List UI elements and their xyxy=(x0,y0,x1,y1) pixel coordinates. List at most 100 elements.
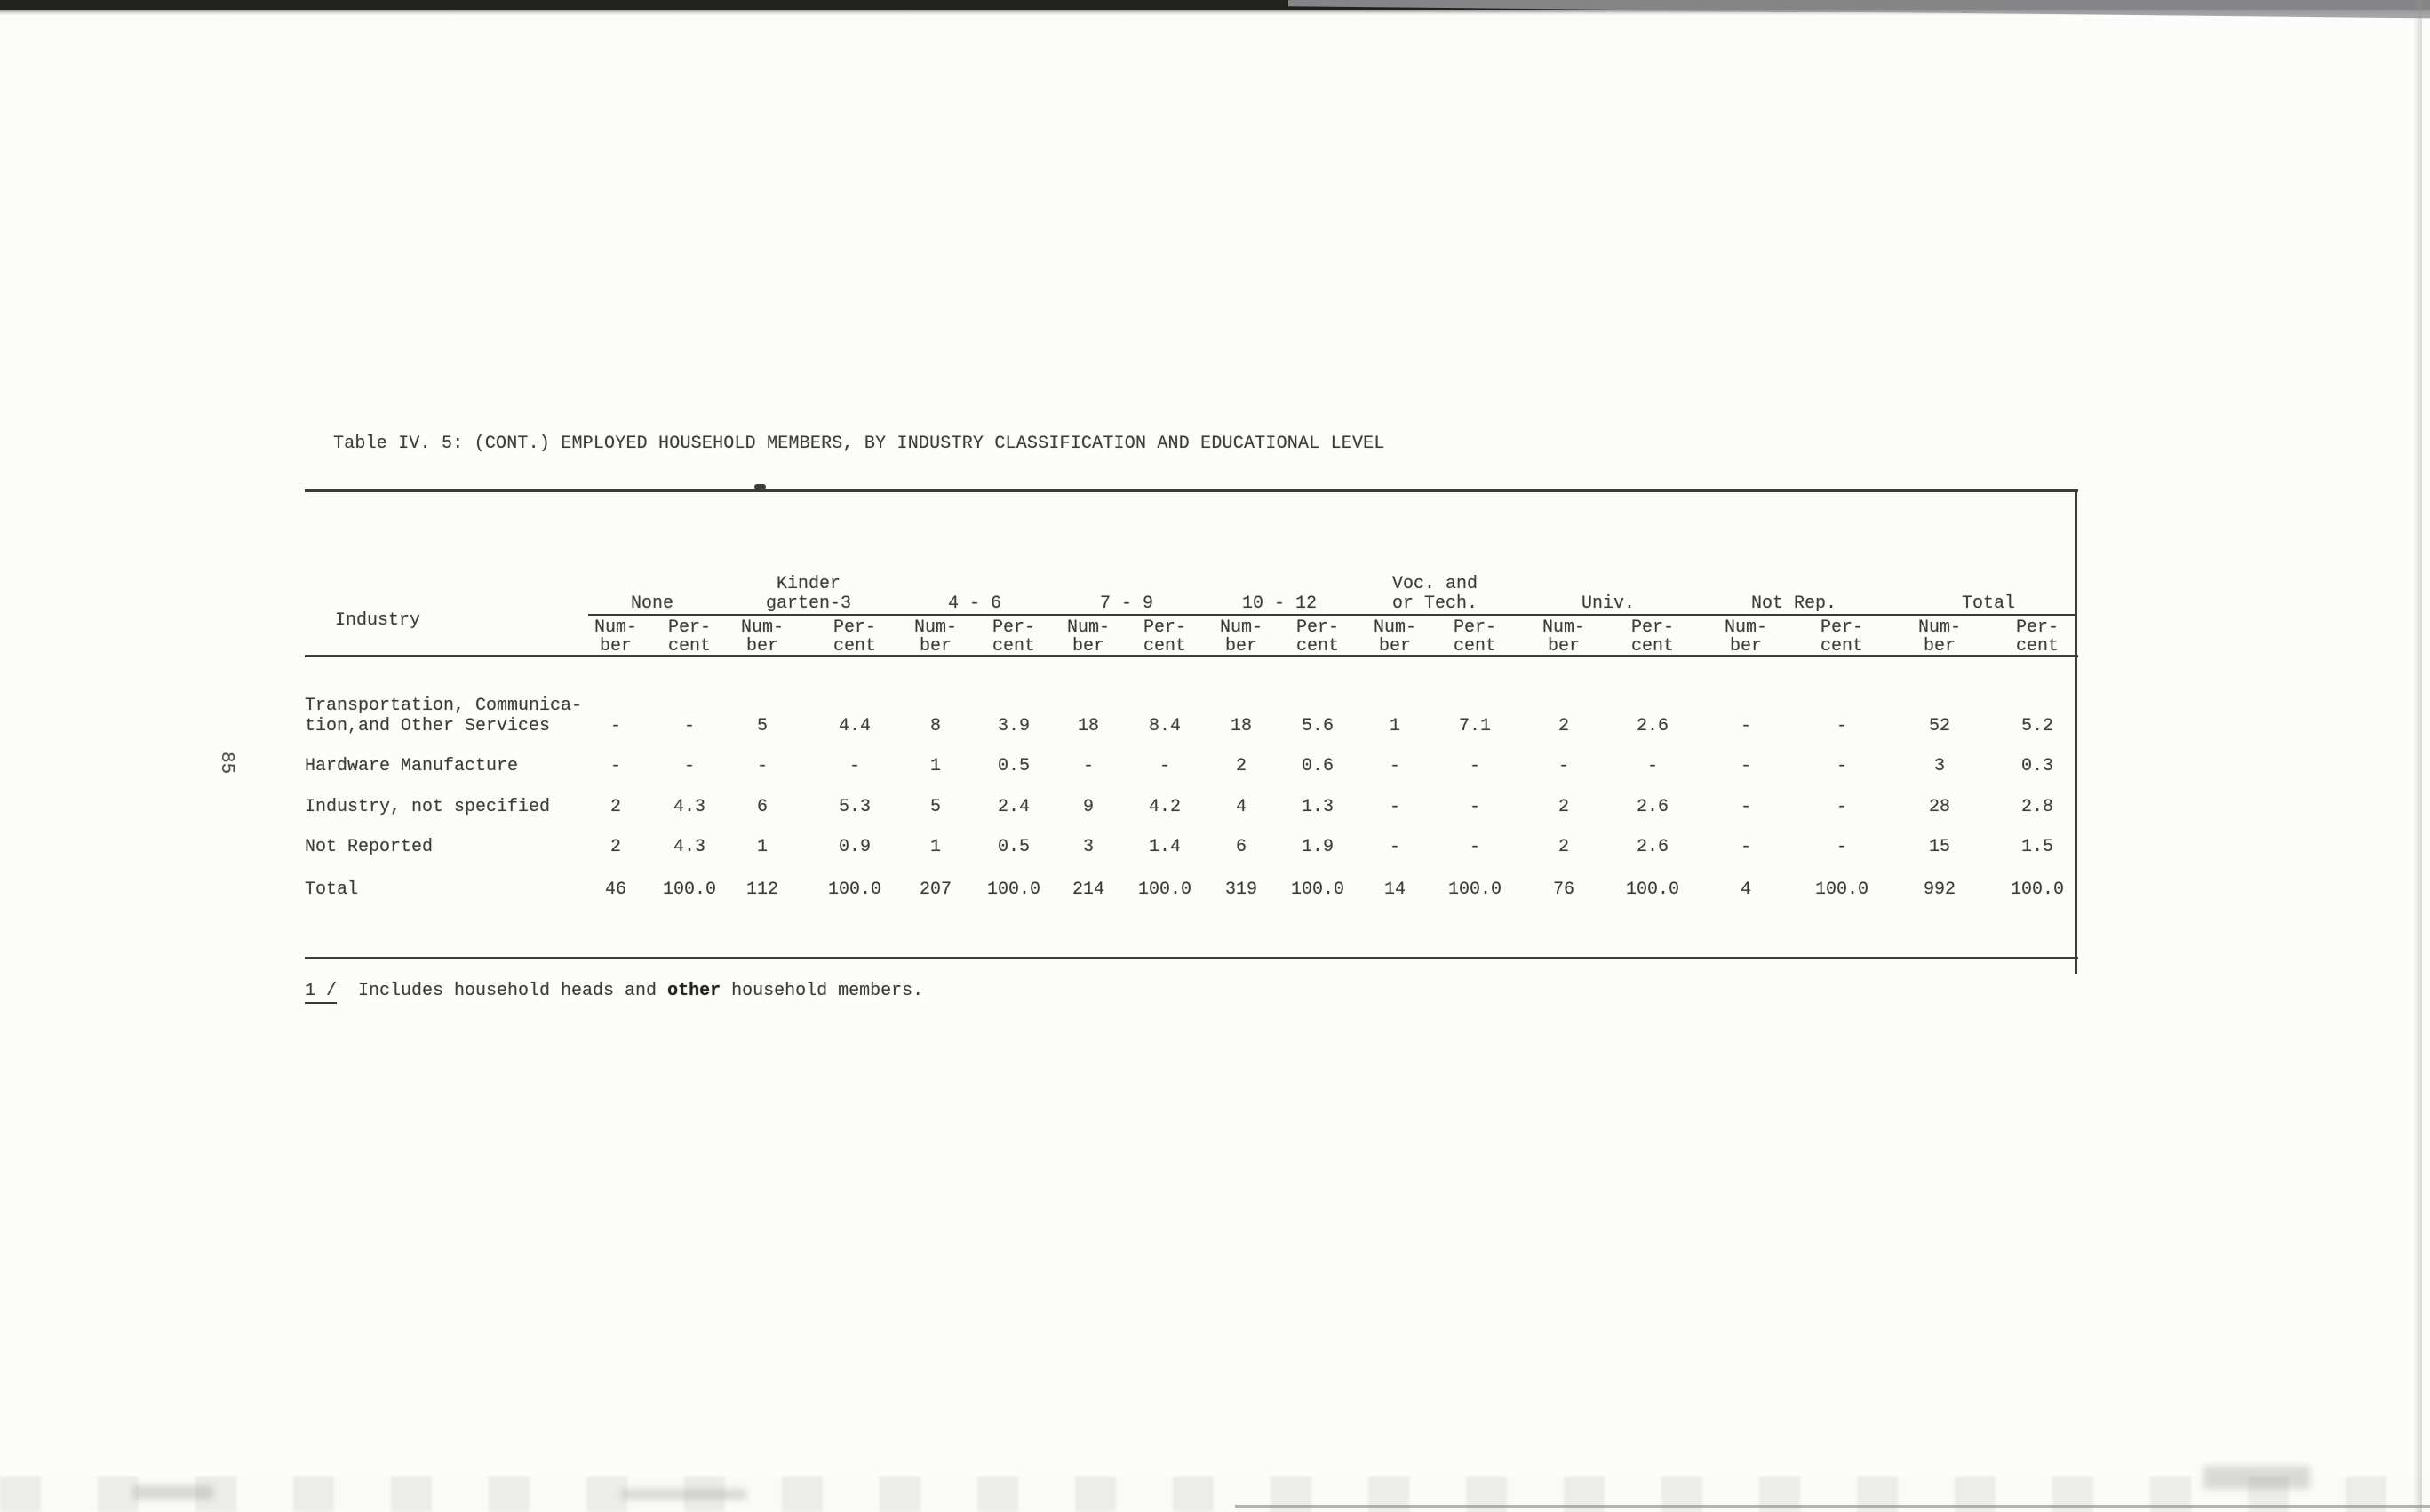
row-label: Hardware Manufacture xyxy=(305,756,519,776)
table-cell: 100.0 xyxy=(1447,879,1502,900)
table-cell: 0.9 xyxy=(838,837,872,857)
footnote-marker: 1 / xyxy=(305,981,338,1004)
subheader-cell: cent xyxy=(667,636,712,657)
table-cell: - xyxy=(1159,756,1171,776)
table-cell: 5 xyxy=(929,797,942,817)
subheader-cell: cent xyxy=(1820,636,1864,657)
table-cell: 100.0 xyxy=(1290,879,1345,900)
column-group-label: 7 - 9 xyxy=(1099,593,1154,614)
column-group-label: or Tech. xyxy=(1391,593,1478,614)
row-label: Transportation, Communica- xyxy=(305,696,583,716)
table-cell: 2.6 xyxy=(1636,797,1669,817)
footnote-text: Includes household heads and other house… xyxy=(358,982,923,1001)
table-cell: - xyxy=(609,756,622,776)
table-cell: 0.6 xyxy=(1301,756,1335,776)
subheader-cell: cent xyxy=(1453,636,1497,657)
table-cell: 4 xyxy=(1740,879,1752,900)
table-cell: 6 xyxy=(756,797,769,817)
table-cell: 8 xyxy=(929,716,942,736)
table-cell: - xyxy=(1389,797,1401,817)
table-cell: 4 xyxy=(1235,797,1247,817)
scan-top-edge-fade xyxy=(0,10,2430,15)
subheader-cell: Num- xyxy=(1219,617,1263,638)
table-cell: - xyxy=(1469,797,1481,817)
footnote-emphasis: other xyxy=(667,981,721,1001)
table-cell: 112 xyxy=(745,879,779,900)
table-cell: 2 xyxy=(1558,837,1570,857)
table-cell: 1.9 xyxy=(1301,837,1335,857)
subheader-cell: Num- xyxy=(1724,617,1768,638)
column-group-top-label: Voc. and xyxy=(1391,574,1478,594)
column-group-label: None xyxy=(630,593,674,614)
table-cell: 1.4 xyxy=(1148,837,1182,857)
scan-smudge xyxy=(622,1489,746,1500)
table-cell: 46 xyxy=(604,879,627,900)
table-cell: 76 xyxy=(1552,879,1575,900)
table-cell: 100.0 xyxy=(2010,879,2065,900)
table-cell: 5.6 xyxy=(1301,716,1335,736)
subheader-cell: ber xyxy=(745,636,779,657)
table-cell: 2.6 xyxy=(1636,716,1669,736)
table-cell: 0.5 xyxy=(997,756,1031,776)
column-group-label: 10 - 12 xyxy=(1241,593,1318,614)
table-cell: 1.5 xyxy=(2020,837,2054,857)
subheader-cell: Per- xyxy=(1453,617,1497,638)
subheader-cell: ber xyxy=(1224,636,1258,657)
table-cell: 18 xyxy=(1077,716,1100,736)
table-cell: 3 xyxy=(1933,756,1946,776)
table-cell: 1 xyxy=(756,837,769,857)
scan-smudge xyxy=(133,1485,213,1500)
table-cell: 2 xyxy=(1558,716,1570,736)
table-cell: 207 xyxy=(919,879,952,900)
row-label: Not Reported xyxy=(305,837,434,857)
table-cell: - xyxy=(1740,837,1752,857)
table-cell: 4.4 xyxy=(838,716,872,736)
table-cell: - xyxy=(1082,756,1095,776)
table-cell: 2.4 xyxy=(997,797,1031,817)
table-cell: 0.5 xyxy=(997,837,1031,857)
table-bottom-rule xyxy=(305,957,2078,959)
group-header-underline xyxy=(588,614,2077,616)
table-cell: 28 xyxy=(1928,797,1951,817)
subheader-cell: ber xyxy=(1072,636,1105,657)
row-label: tion,and Other Services xyxy=(305,716,551,736)
subheader-cell: Num- xyxy=(740,617,785,638)
subheader-cell: Per- xyxy=(1295,617,1340,638)
table-cell: 2 xyxy=(609,837,622,857)
table-cell: 100.0 xyxy=(1625,879,1680,900)
table-cell: 7.1 xyxy=(1458,716,1492,736)
table-cell: - xyxy=(1836,797,1848,817)
table-cell: 14 xyxy=(1383,879,1406,900)
table-cell: 100.0 xyxy=(827,879,882,900)
table-cell: 3.9 xyxy=(997,716,1031,736)
subheader-cell: Per- xyxy=(833,617,877,638)
table-rule-notch xyxy=(754,484,766,489)
table-cell: 5.3 xyxy=(838,797,872,817)
subheader-cell: cent xyxy=(2015,636,2060,657)
table-title: Table IV. 5: (CONT.) EMPLOYED HOUSEHOLD … xyxy=(333,434,1385,454)
table-cell: 992 xyxy=(1923,879,1956,900)
table-cell: 100.0 xyxy=(662,879,717,900)
table-cell: 100.0 xyxy=(1814,879,1869,900)
table-cell: 2.8 xyxy=(2020,797,2054,817)
subheader-cell: Per- xyxy=(2015,617,2060,638)
table-cell: 5.2 xyxy=(2020,716,2054,736)
table-cell: 0.3 xyxy=(2020,756,2054,776)
subheader-cell: Num- xyxy=(594,617,638,638)
table-cell: - xyxy=(1740,716,1752,736)
column-group-label: Univ. xyxy=(1581,593,1636,614)
table-cell: 100.0 xyxy=(1137,879,1192,900)
subheader-cell: Per- xyxy=(992,617,1036,638)
table-cell: - xyxy=(1836,837,1848,857)
table-cell: 4.3 xyxy=(673,837,706,857)
subheader-cell: Per- xyxy=(1143,617,1187,638)
table-cell: - xyxy=(1836,716,1848,736)
table-cell: 1 xyxy=(929,756,942,776)
table-right-border xyxy=(2075,489,2077,974)
header-bottom-rule xyxy=(305,655,2078,657)
table-cell: - xyxy=(1740,797,1752,817)
table-cell: 15 xyxy=(1928,837,1951,857)
scan-top-edge xyxy=(0,0,2430,10)
scan-right-shadow xyxy=(2413,0,2422,1512)
table-cell: 2.6 xyxy=(1636,837,1669,857)
